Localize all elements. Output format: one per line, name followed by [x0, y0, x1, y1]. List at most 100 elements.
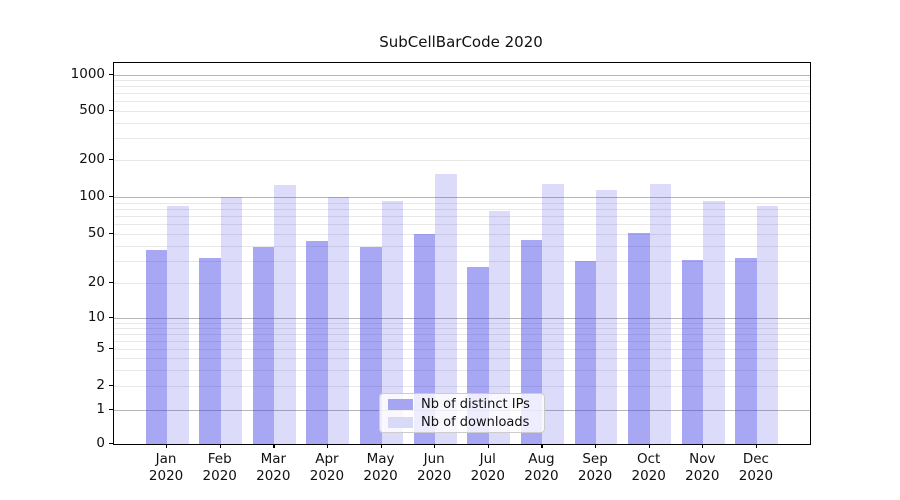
- y-tick-label: 0: [96, 435, 105, 451]
- y-tick-mark: [109, 385, 113, 387]
- y-tick-mark: [109, 317, 113, 319]
- y-tick-label: 5: [96, 340, 105, 356]
- gridline-minor: [114, 86, 810, 88]
- bar-distinct-ips-apr: [306, 240, 328, 444]
- bar-distinct-ips-jun: [413, 234, 436, 444]
- chart-title: SubCellBarCode 2020: [379, 33, 543, 51]
- plot-area: Nb of distinct IPs Nb of downloads: [113, 62, 811, 445]
- legend-label-downloads: Nb of downloads: [421, 414, 530, 430]
- bar-distinct-ips-may: [360, 247, 382, 444]
- bar-distinct-ips-feb: [199, 257, 221, 444]
- y-tick-mark: [109, 348, 113, 350]
- y-tick-label: 10: [87, 309, 105, 325]
- gridline-minor: [114, 245, 810, 247]
- gridline-minor: [114, 208, 810, 210]
- gridline-minor: [114, 261, 810, 263]
- x-tick-mark: [326, 444, 329, 448]
- y-tick-label: 1000: [70, 66, 105, 82]
- x-tick-mark: [648, 444, 650, 448]
- bar-downloads-apr: [327, 197, 350, 444]
- bar-downloads-sep: [596, 190, 618, 444]
- bar-distinct-ips-sep: [574, 261, 597, 444]
- gridline-minor: [114, 202, 810, 204]
- bar-distinct-ips-oct: [628, 232, 650, 444]
- bar-distinct-ips-dec: [735, 257, 757, 444]
- y-tick-label: 100: [79, 188, 105, 204]
- gridline-minor: [114, 333, 810, 335]
- bar-downloads-may: [381, 200, 403, 444]
- x-tick-mark: [755, 444, 758, 448]
- y-tick-mark: [109, 443, 113, 445]
- x-tick-label-aug: Aug 2020: [524, 451, 559, 484]
- gridline-minor: [114, 234, 810, 235]
- bar-distinct-ips-jan: [145, 250, 168, 444]
- legend-item-downloads: Nb of downloads: [388, 414, 536, 430]
- x-tick-mark: [595, 444, 597, 448]
- gridline-minor: [114, 322, 810, 324]
- x-tick-mark: [273, 444, 275, 448]
- x-tick-label-oct: Oct 2020: [631, 451, 666, 484]
- x-tick-label-mar: Mar 2020: [256, 451, 291, 484]
- gridline-minor: [114, 160, 810, 161]
- x-tick-label-sep: Sep 2020: [577, 451, 613, 484]
- gridline-major: [114, 197, 810, 198]
- x-tick-mark: [434, 444, 436, 448]
- x-tick-label-feb: Feb 2020: [202, 451, 237, 484]
- legend-swatch-distinct-ips-icon: [388, 398, 413, 410]
- y-tick-mark: [109, 196, 113, 198]
- gridline-minor: [114, 138, 810, 140]
- x-tick-mark: [219, 444, 221, 448]
- x-tick-mark: [487, 444, 489, 448]
- gridline-minor: [114, 358, 810, 359]
- gridline-minor: [114, 386, 810, 387]
- x-tick-mark: [702, 444, 704, 448]
- y-tick-mark: [109, 109, 113, 111]
- bar-downloads-mar: [274, 185, 296, 444]
- bar-distinct-ips-mar: [252, 247, 275, 444]
- bar-downloads-aug: [542, 183, 564, 444]
- x-tick-label-apr: Apr 2020: [309, 451, 345, 484]
- x-tick-mark: [166, 444, 168, 448]
- gridline-minor: [114, 349, 810, 350]
- x-tick-label-jan: Jan 2020: [148, 451, 184, 484]
- gridline-minor: [114, 369, 810, 371]
- y-tick-label: 20: [87, 274, 105, 290]
- bar-distinct-ips-nov: [681, 259, 704, 444]
- gridline-minor: [114, 216, 810, 218]
- y-tick-mark: [109, 74, 113, 76]
- x-tick-label-jun: Jun 2020: [417, 451, 452, 484]
- gridline-minor: [114, 101, 810, 103]
- gridline-minor: [114, 80, 810, 82]
- x-tick-label-nov: Nov 2020: [685, 451, 720, 484]
- y-tick-label: 2: [96, 377, 105, 393]
- y-tick-mark: [109, 282, 113, 284]
- x-tick-label-dec: Dec 2020: [738, 451, 774, 484]
- gridline-minor: [114, 224, 810, 226]
- bar-downloads-jun: [435, 173, 457, 444]
- gridline-minor: [114, 327, 810, 329]
- gridline-minor: [114, 122, 810, 124]
- gridline-minor: [114, 110, 810, 112]
- legend-label-distinct-ips: Nb of distinct IPs: [421, 396, 530, 412]
- x-tick-mark: [541, 444, 543, 448]
- y-tick-label: 500: [79, 101, 105, 118]
- y-tick-mark: [109, 233, 113, 235]
- x-tick-mark: [380, 444, 382, 448]
- x-tick-label-jul: Jul 2020: [470, 451, 505, 484]
- bar-downloads-feb: [220, 197, 243, 444]
- bar-distinct-ips-aug: [520, 239, 543, 444]
- gridline-major: [114, 75, 810, 76]
- legend: Nb of distinct IPs Nb of downloads: [379, 393, 545, 433]
- y-tick-label: 50: [87, 225, 105, 241]
- bar-downloads-jan: [167, 205, 189, 444]
- legend-swatch-downloads-icon: [388, 416, 413, 428]
- y-tick-mark: [109, 159, 113, 161]
- legend-item-distinct-ips: Nb of distinct IPs: [388, 396, 536, 412]
- bar-downloads-jul: [488, 210, 511, 444]
- x-tick-label-may: May 2020: [363, 451, 398, 484]
- bar-downloads-oct: [649, 184, 672, 444]
- gridline-major: [114, 318, 810, 319]
- gridline-minor: [114, 283, 810, 284]
- y-tick-label: 1: [96, 401, 105, 417]
